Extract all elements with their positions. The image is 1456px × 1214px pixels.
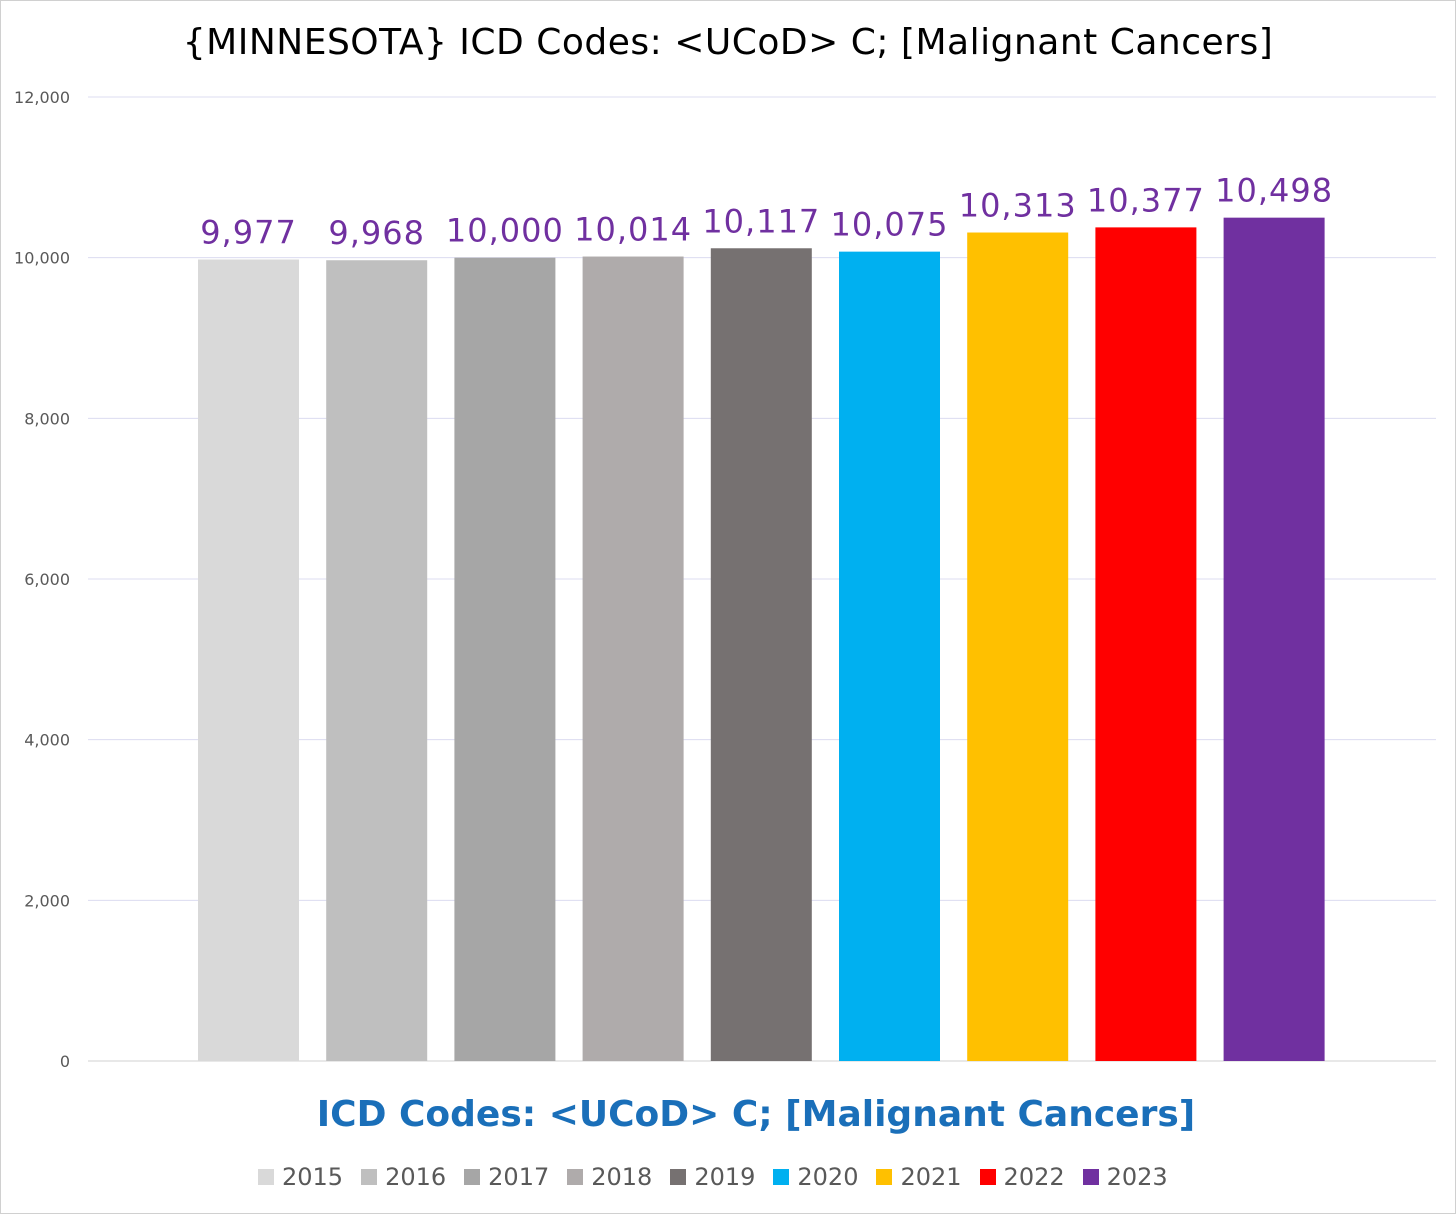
legend-label: 2018 — [591, 1163, 653, 1191]
data-label-2019: 10,117 — [702, 202, 820, 240]
legend-swatch — [670, 1169, 687, 1185]
x-axis-title: ICD Codes: <UCoD> C; [Malignant Cancers] — [316, 1094, 1196, 1135]
data-label-2023: 10,498 — [1215, 172, 1333, 210]
bar-2020 — [839, 251, 940, 1061]
legend-label: 2016 — [385, 1163, 447, 1191]
legend-item-2015: 2015 — [258, 1163, 343, 1191]
bar-2019 — [710, 248, 812, 1061]
y-tick-label: 12,000 — [14, 88, 70, 107]
legend-swatch — [464, 1169, 481, 1185]
data-label-2015: 9,977 — [200, 214, 297, 252]
bar-2018 — [582, 256, 684, 1061]
legend-label: 2023 — [1106, 1163, 1168, 1191]
legend-item-2016: 2016 — [361, 1163, 446, 1191]
legend-label: 2015 — [282, 1163, 344, 1191]
legend-item-2021: 2021 — [876, 1163, 962, 1191]
data-label-2018: 10,014 — [574, 211, 692, 249]
legend-label: 2017 — [488, 1163, 550, 1191]
legend-swatch — [773, 1169, 790, 1185]
y-tick-label: 4,000 — [24, 731, 70, 750]
y-tick-label: 8,000 — [24, 409, 70, 428]
legend-item-2020: 2020 — [773, 1163, 858, 1191]
legend-item-2019: 2019 — [670, 1163, 755, 1191]
y-tick-label: 10,000 — [14, 249, 70, 268]
legend-item-2017: 2017 — [464, 1163, 549, 1191]
chart-legend: 2015 2016 2017 2018 2019 2020 2021 2022 2023 — [258, 1160, 1186, 1194]
legend-label: 2022 — [1003, 1163, 1065, 1191]
data-label-2016: 9,968 — [328, 214, 425, 252]
bar-2015 — [198, 259, 299, 1061]
bar-2023 — [1223, 217, 1325, 1062]
legend-swatch — [979, 1169, 996, 1185]
legend-swatch — [258, 1169, 274, 1185]
legend-item-2023: 2023 — [1082, 1163, 1168, 1191]
legend-swatch — [361, 1169, 378, 1185]
legend-label: 2019 — [694, 1163, 756, 1191]
data-label-2022: 10,377 — [1087, 181, 1205, 219]
data-label-2017: 10,000 — [446, 212, 564, 250]
bar-2021 — [967, 232, 1069, 1061]
legend-swatch — [567, 1169, 584, 1185]
bar-2022 — [1095, 227, 1197, 1062]
legend-swatch — [1082, 1169, 1099, 1185]
bar-2017 — [454, 257, 556, 1062]
legend-item-2022: 2022 — [979, 1163, 1065, 1191]
legend-label: 2020 — [797, 1163, 859, 1191]
data-label-2021: 10,313 — [959, 187, 1077, 225]
chart-title: {MINNESOTA} ICD Codes: <UCoD> C; [Malign… — [182, 22, 1274, 63]
bar-2016 — [326, 260, 428, 1062]
y-tick-label: 6,000 — [24, 570, 70, 589]
legend-label: 2021 — [900, 1163, 962, 1191]
legend-swatch — [876, 1169, 893, 1185]
legend-item-2018: 2018 — [567, 1163, 652, 1191]
y-tick-label: 2,000 — [24, 891, 70, 910]
y-tick-label: 0 — [60, 1052, 70, 1071]
data-label-2020: 10,075 — [831, 206, 949, 244]
